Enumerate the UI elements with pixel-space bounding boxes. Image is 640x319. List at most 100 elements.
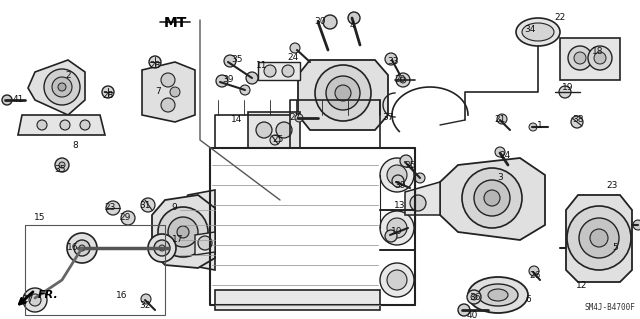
Ellipse shape: [478, 284, 518, 306]
Circle shape: [290, 43, 300, 53]
Circle shape: [462, 168, 522, 228]
Circle shape: [154, 240, 170, 256]
Circle shape: [326, 76, 360, 110]
Circle shape: [529, 266, 539, 276]
Circle shape: [149, 56, 161, 68]
Text: 39: 39: [394, 181, 406, 189]
Text: 6: 6: [525, 295, 531, 305]
Circle shape: [387, 165, 407, 185]
Polygon shape: [178, 190, 215, 270]
Circle shape: [295, 114, 303, 122]
Text: 29: 29: [119, 213, 131, 222]
Circle shape: [348, 12, 360, 24]
Circle shape: [415, 173, 425, 183]
Circle shape: [198, 236, 212, 250]
Text: 14: 14: [231, 115, 243, 124]
Circle shape: [106, 201, 120, 215]
Circle shape: [387, 270, 407, 290]
Circle shape: [385, 53, 397, 65]
Text: 3: 3: [497, 174, 503, 182]
Text: 35: 35: [54, 166, 66, 174]
Circle shape: [590, 229, 608, 247]
Circle shape: [60, 120, 70, 130]
Circle shape: [216, 75, 228, 87]
Circle shape: [256, 122, 272, 138]
Text: 1: 1: [537, 121, 543, 130]
Text: 34: 34: [524, 26, 536, 34]
Circle shape: [44, 69, 80, 105]
Circle shape: [385, 230, 397, 242]
Circle shape: [37, 120, 47, 130]
Circle shape: [396, 73, 410, 87]
Circle shape: [474, 180, 510, 216]
Text: 31: 31: [140, 201, 151, 210]
Circle shape: [467, 290, 481, 304]
Text: 20: 20: [394, 76, 406, 85]
Text: 30: 30: [314, 18, 326, 26]
Circle shape: [559, 86, 571, 98]
Circle shape: [59, 162, 65, 168]
Circle shape: [74, 240, 90, 256]
Circle shape: [161, 73, 175, 87]
Circle shape: [495, 147, 505, 157]
Polygon shape: [28, 60, 85, 115]
Circle shape: [276, 122, 292, 138]
Text: 35: 35: [404, 160, 416, 169]
Circle shape: [158, 207, 208, 257]
Text: 16: 16: [116, 291, 128, 300]
Polygon shape: [152, 195, 215, 268]
Ellipse shape: [488, 289, 508, 301]
Circle shape: [141, 294, 151, 304]
Ellipse shape: [522, 23, 554, 41]
Polygon shape: [298, 60, 388, 130]
Text: 7: 7: [155, 87, 161, 97]
Circle shape: [484, 190, 500, 206]
Circle shape: [102, 86, 114, 98]
Text: 8: 8: [72, 140, 78, 150]
Text: 23: 23: [606, 181, 618, 189]
Text: 24: 24: [287, 54, 299, 63]
Text: 10: 10: [391, 227, 403, 236]
Polygon shape: [195, 232, 215, 255]
Text: 33: 33: [387, 57, 399, 66]
Polygon shape: [142, 62, 195, 122]
Ellipse shape: [468, 277, 528, 313]
Text: MT: MT: [163, 16, 187, 30]
Circle shape: [170, 87, 180, 97]
Circle shape: [380, 263, 414, 297]
Polygon shape: [258, 62, 300, 80]
Text: 36: 36: [469, 293, 481, 302]
Ellipse shape: [516, 18, 560, 46]
Text: 12: 12: [576, 280, 588, 290]
Text: 18: 18: [592, 48, 604, 56]
Text: SM4J-B4700F: SM4J-B4700F: [584, 303, 635, 312]
Circle shape: [148, 234, 176, 262]
Circle shape: [400, 77, 406, 83]
Text: 27: 27: [289, 114, 301, 122]
Circle shape: [567, 206, 631, 270]
Text: 24: 24: [499, 151, 511, 160]
Circle shape: [67, 233, 97, 263]
Circle shape: [471, 294, 477, 300]
Circle shape: [588, 46, 612, 70]
Text: 17: 17: [172, 235, 184, 244]
Circle shape: [29, 294, 41, 306]
Circle shape: [141, 198, 155, 212]
Circle shape: [323, 15, 337, 29]
Circle shape: [80, 120, 90, 130]
Text: 35: 35: [231, 56, 243, 64]
Text: 39: 39: [222, 76, 234, 85]
Circle shape: [392, 175, 404, 187]
Text: 38: 38: [572, 115, 584, 124]
Circle shape: [224, 55, 236, 67]
Text: 19: 19: [563, 84, 573, 93]
Text: 9: 9: [171, 203, 177, 211]
Text: 26: 26: [529, 271, 541, 279]
Circle shape: [529, 123, 537, 131]
Text: 32: 32: [140, 300, 150, 309]
Polygon shape: [405, 182, 440, 215]
Text: 15: 15: [35, 213, 45, 222]
Circle shape: [55, 158, 69, 172]
Polygon shape: [18, 115, 105, 135]
Circle shape: [568, 46, 592, 70]
